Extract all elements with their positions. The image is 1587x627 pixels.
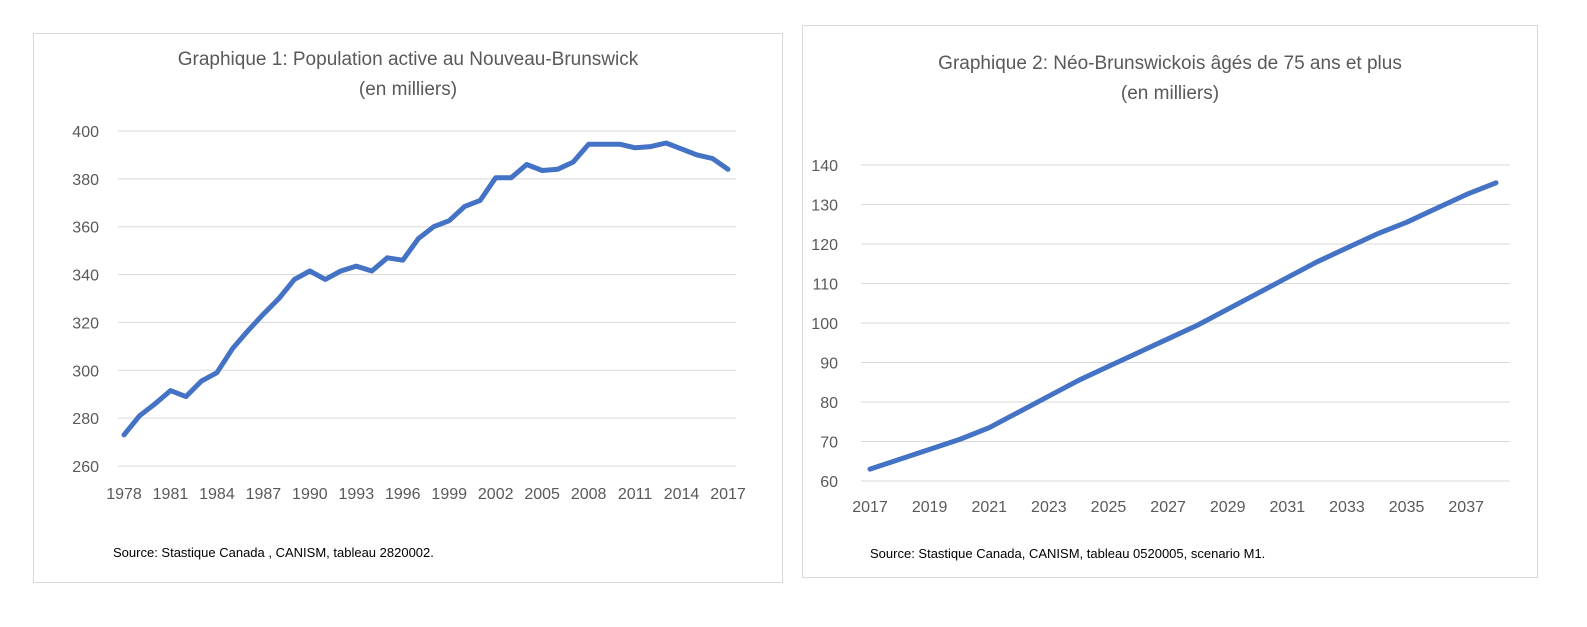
chart-1-x-tick-label: 2005 (524, 486, 560, 503)
chart-1-x-tick-label: 2008 (571, 486, 607, 503)
chart-2-y-tick-label: 70 (820, 435, 838, 452)
chart-panel-1: Graphique 1: Population active au Nouvea… (33, 33, 783, 583)
chart-2-subtitle: (en milliers) (1120, 83, 1220, 104)
chart-1-plot: 260 280 300 320 340 360 380 400 1978 1981 1984 1987… (72, 124, 746, 503)
chart-1-x-tick-label: 2002 (478, 486, 514, 503)
chart-2-source: Source: Stastique Canada, CANISM, tablea… (870, 546, 1266, 561)
chart-2-x-tick-label: 2023 (1031, 499, 1067, 516)
chart-2-y-tick-label: 140 (811, 158, 838, 175)
chart-1-y-tick-label: 320 (72, 315, 99, 332)
chart-1-y-tick-label: 400 (72, 124, 99, 141)
chart-1-x-tick-label: 2017 (710, 486, 746, 503)
chart-1-subtitle: (en milliers) (358, 79, 458, 100)
chart-2-x-tick-label: 2029 (1210, 499, 1246, 516)
chart-2-title: Graphique 2: Néo-Brunswickois âgés de 75… (938, 53, 1402, 74)
chart-1-y-tick-label: 380 (72, 172, 99, 189)
chart-1-x-tick-label: 1996 (385, 486, 421, 503)
chart-2-x-tick-label: 2035 (1389, 499, 1425, 516)
chart-2-plot: 60 70 80 90 100 110 120 130 140 2017 2019 2021 2023 2… (811, 158, 1510, 516)
chart-1-y-tick-label: 340 (72, 268, 99, 285)
chart-1-series-line (121, 140, 731, 438)
chart-2-series-line (867, 180, 1499, 472)
chart-1-x-tick-label: 1993 (339, 486, 375, 503)
chart-2-x-tick-label: 2033 (1329, 499, 1365, 516)
chart-2-y-tick-label: 90 (820, 356, 838, 373)
chart-2-x-tick-label: 2019 (912, 499, 948, 516)
chart-1-title: Graphique 1: Population active au Nouvea… (177, 49, 639, 70)
chart-1-x-tick-label: 1999 (431, 486, 467, 503)
chart-1-source: Source: Stastique Canada , CANISM, table… (113, 545, 434, 560)
chart-2-y-tick-label: 60 (820, 474, 838, 491)
chart-2-y-tick-label: 130 (811, 198, 838, 215)
chart-1-y-tick-label: 360 (72, 220, 99, 237)
chart-1-y-tick-label: 280 (72, 411, 99, 428)
chart-1-x-tick-label: 1978 (106, 486, 142, 503)
chart-2-x-tick-label: 2031 (1270, 499, 1306, 516)
chart-1-x-tick-label: 2011 (618, 486, 653, 503)
chart-1-x-tick-label: 1987 (246, 486, 282, 503)
chart-2-x-tick-label: 2021 (971, 499, 1007, 516)
chart-panel-2: Graphique 2: Néo-Brunswickois âgés de 75… (802, 25, 1538, 578)
chart-1-x-tick-label: 1981 (153, 486, 189, 503)
chart-2-x-tick-label: 2017 (852, 499, 888, 516)
chart-2-y-tick-label: 120 (811, 237, 838, 254)
chart-1-x-tick-label: 2014 (664, 486, 700, 503)
chart-2-x-tick-label: 2027 (1150, 499, 1186, 516)
chart-2-y-tick-label: 80 (820, 395, 838, 412)
chart-2-y-tick-label: 110 (812, 277, 838, 294)
chart-1-x-tick-label: 1990 (292, 486, 328, 503)
chart-2-x-tick-label: 2025 (1091, 499, 1127, 516)
chart-1-x-tick-label: 1984 (199, 486, 235, 503)
chart-1-y-tick-label: 260 (72, 459, 99, 476)
chart-2-y-tick-label: 100 (811, 316, 838, 333)
chart-2-x-tick-label: 2037 (1448, 499, 1484, 516)
chart-1-y-tick-label: 300 (72, 363, 99, 380)
